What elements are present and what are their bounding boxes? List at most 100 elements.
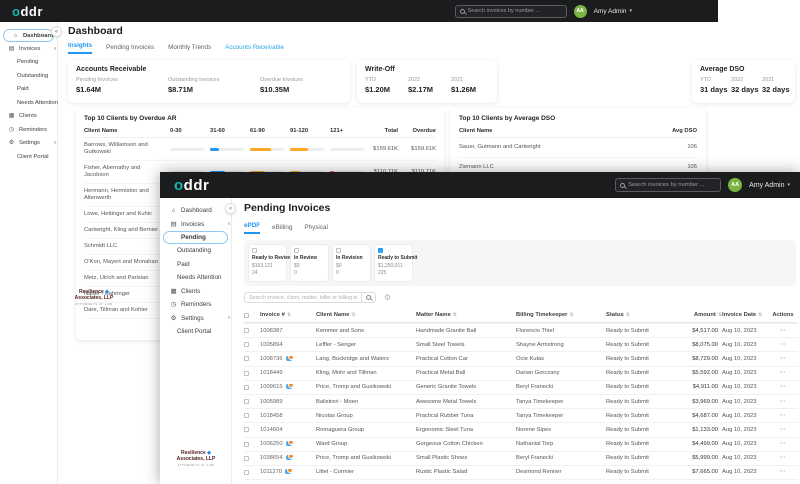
checkbox-unchecked[interactable] — [336, 248, 341, 253]
col-header-invoice-date[interactable]: Invoice Date ⇅ — [722, 308, 768, 322]
invoice-table-row[interactable]: 1018458 Nicolas Group Practical Rubber Tun… — [244, 408, 798, 422]
row-checkbox[interactable] — [244, 356, 260, 362]
sidebar-item-outstanding[interactable]: Outstanding — [160, 244, 231, 258]
fg-header-search-input[interactable]: Search invoices by number ... — [615, 178, 722, 192]
table-search-button[interactable] — [362, 292, 376, 303]
sidebar-item-reminders[interactable]: ◷ Reminders — [0, 123, 57, 137]
comment-notification-icon[interactable] — [285, 384, 294, 390]
tab-monthly-trends[interactable]: Monthly Trends — [168, 44, 212, 51]
overdue-table-row[interactable]: Barrows, Williamson and Gutkowski $159.61… — [84, 138, 436, 161]
sidebar-item-clients[interactable]: ▦ Clients — [160, 285, 231, 299]
sidebar-item-paid[interactable]: Paid — [0, 83, 57, 97]
sort-icon[interactable]: ⇅ — [717, 312, 722, 318]
checkbox-unchecked[interactable] — [244, 399, 249, 405]
sidebar-item-client-portal[interactable]: Client Portal — [160, 325, 231, 339]
sort-icon[interactable]: ⇅ — [452, 312, 457, 318]
row-checkbox[interactable] — [244, 399, 260, 405]
invoice-table-row[interactable]: 1038654 Price, Tromp and Gusikowski Small … — [244, 450, 798, 465]
sidebar-item-paid[interactable]: Paid — [160, 258, 231, 272]
sidebar-item-outstanding[interactable]: Outstanding — [0, 69, 57, 83]
row-actions-button[interactable]: ⋯ — [779, 441, 787, 448]
sort-icon[interactable]: ⇅ — [625, 312, 630, 318]
sort-icon[interactable]: ⇅ — [286, 312, 292, 318]
checkbox-unchecked[interactable] — [244, 328, 249, 334]
checkbox-unchecked[interactable] — [244, 455, 249, 461]
row-actions-button[interactable]: ⋯ — [779, 398, 787, 405]
fg-user-menu[interactable]: Amy Admin ▾ — [749, 181, 790, 189]
status-card-in-revision[interactable]: In Revision $0 0 — [332, 244, 371, 282]
col-header-billing-timekeeper[interactable]: Billing Timekeeper ⇅ — [516, 308, 606, 322]
row-actions-button[interactable]: ⋯ — [779, 469, 787, 476]
row-actions-button[interactable]: ⋯ — [779, 355, 787, 362]
invoice-table-row[interactable]: 1011270 Littel - Cormier Rustic Plastic Sa… — [244, 464, 798, 479]
row-actions-button[interactable]: ⋯ — [779, 412, 787, 419]
tab-pending-invoices[interactable]: Pending Invoices — [106, 44, 155, 51]
checkbox-unchecked[interactable] — [244, 413, 249, 419]
invoice-table-row[interactable]: 1006250 Ward Group Gorgeous Cotton Chicken… — [244, 436, 798, 451]
sidebar-item-reminders[interactable]: ◷ Reminders — [160, 298, 231, 312]
invoice-table-row[interactable]: 1016016Adams, Ankunding and EmardIntelli… — [244, 479, 798, 484]
checkbox-checked[interactable]: ✓ — [378, 248, 383, 254]
row-checkbox[interactable] — [244, 413, 260, 419]
tab-accounts-receivable[interactable]: Accounts Receivable — [225, 44, 284, 51]
comment-notification-icon[interactable] — [285, 469, 294, 475]
col-header-invoice-[interactable]: Invoice # ⇅ — [260, 308, 316, 322]
comment-notification-icon[interactable] — [285, 455, 294, 461]
sidebar-item-pending[interactable]: Pending — [0, 56, 57, 70]
checkbox-unchecked[interactable] — [244, 342, 249, 348]
sidebar-item-dashboard[interactable]: ⌂ Dashboard — [160, 204, 231, 218]
comment-notification-icon[interactable] — [285, 441, 294, 447]
row-actions-button[interactable]: ⋯ — [779, 341, 787, 348]
row-checkbox[interactable] — [244, 328, 260, 334]
checkbox-unchecked[interactable] — [294, 248, 299, 253]
sidebar-item-needs-attention[interactable]: Needs Attention — [160, 271, 231, 285]
bg-header-search-input[interactable]: Search invoices by number ... — [454, 4, 567, 18]
sidebar-item-clients[interactable]: ▦ Clients — [0, 110, 57, 124]
avatar[interactable]: AA — [573, 4, 587, 18]
col-header-matter-name[interactable]: Matter Name ⇅ — [416, 308, 516, 322]
row-actions-button[interactable]: ⋯ — [779, 327, 787, 334]
row-actions-button[interactable]: ⋯ — [779, 384, 787, 391]
invoice-table-row[interactable]: 1008387 Kemmer and Sons Handmade Granite B… — [244, 323, 798, 337]
sort-icon[interactable]: ⇅ — [758, 312, 763, 318]
sidebar-item-invoices[interactable]: ▤ Invoices ∧ — [160, 218, 231, 232]
row-checkbox[interactable] — [244, 370, 260, 376]
bg-sidebar-collapse-button[interactable]: « — [51, 26, 62, 37]
invoice-table-row[interactable]: 1005894 Leffler - Senger Small Steel Towel… — [244, 337, 798, 351]
checkbox-unchecked[interactable] — [244, 384, 249, 390]
sidebar-item-invoices[interactable]: ▤ Invoices ∧ — [0, 42, 57, 56]
sort-icon[interactable]: ⇅ — [569, 312, 574, 318]
invoice-table-row[interactable]: 1008736 Lang, Buckridge and Waters Practic… — [244, 351, 798, 365]
row-checkbox[interactable] — [244, 384, 260, 390]
select-all-checkbox[interactable] — [244, 312, 260, 318]
bg-user-menu[interactable]: Amy Admin ▾ — [593, 7, 632, 15]
tab-insights[interactable]: Insights — [68, 42, 93, 54]
status-card-in-review[interactable]: In Review $0 0 — [290, 244, 329, 282]
col-header-amount[interactable]: Amount ⇅ — [676, 308, 722, 322]
invoice-table-row[interactable]: 1014604 Romaguera Group Ergonomic Steel Tu… — [244, 422, 798, 436]
sidebar-item-client-portal[interactable]: Client Portal — [0, 150, 57, 164]
invoice-table-row[interactable]: 1005989 Balistreri - Moen Awesome Metal To… — [244, 393, 798, 408]
row-checkbox[interactable] — [244, 469, 260, 475]
checkbox-unchecked[interactable] — [244, 356, 249, 362]
tab-ebilling[interactable]: eBilling — [272, 224, 293, 231]
checkbox-unchecked[interactable] — [244, 427, 249, 433]
row-actions-button[interactable]: ⋯ — [779, 370, 787, 377]
tab-epdf[interactable]: ePDF — [244, 222, 261, 234]
sidebar-item-settings[interactable]: ⚙ Settings ∧ — [0, 137, 57, 151]
status-card-ready-to-submit[interactable]: ✓ Ready to Submit $1,250,011 225 — [374, 244, 417, 282]
col-header-status[interactable]: Status ⇅ — [606, 308, 676, 322]
checkbox-unchecked[interactable] — [252, 248, 257, 253]
sort-icon[interactable]: ⇅ — [351, 312, 356, 318]
fg-sidebar-collapse-button[interactable]: « — [225, 203, 236, 214]
sidebar-item-needs-attention[interactable]: Needs Attention — [0, 96, 58, 110]
sidebar-item-settings[interactable]: ⚙ Settings ∧ — [160, 312, 231, 326]
sidebar-item-pending[interactable]: Pending — [163, 231, 228, 244]
status-card-ready-to-review[interactable]: Ready to Review $163,121 24 — [248, 244, 292, 282]
table-search-input[interactable] — [244, 292, 362, 303]
row-checkbox[interactable] — [244, 455, 260, 461]
invoice-table-row[interactable]: 1018449 Kling, Mohr and Tillman Practical … — [244, 365, 798, 380]
row-checkbox[interactable] — [244, 441, 260, 447]
comment-notification-icon[interactable] — [285, 355, 294, 361]
checkbox-unchecked[interactable] — [244, 312, 249, 318]
